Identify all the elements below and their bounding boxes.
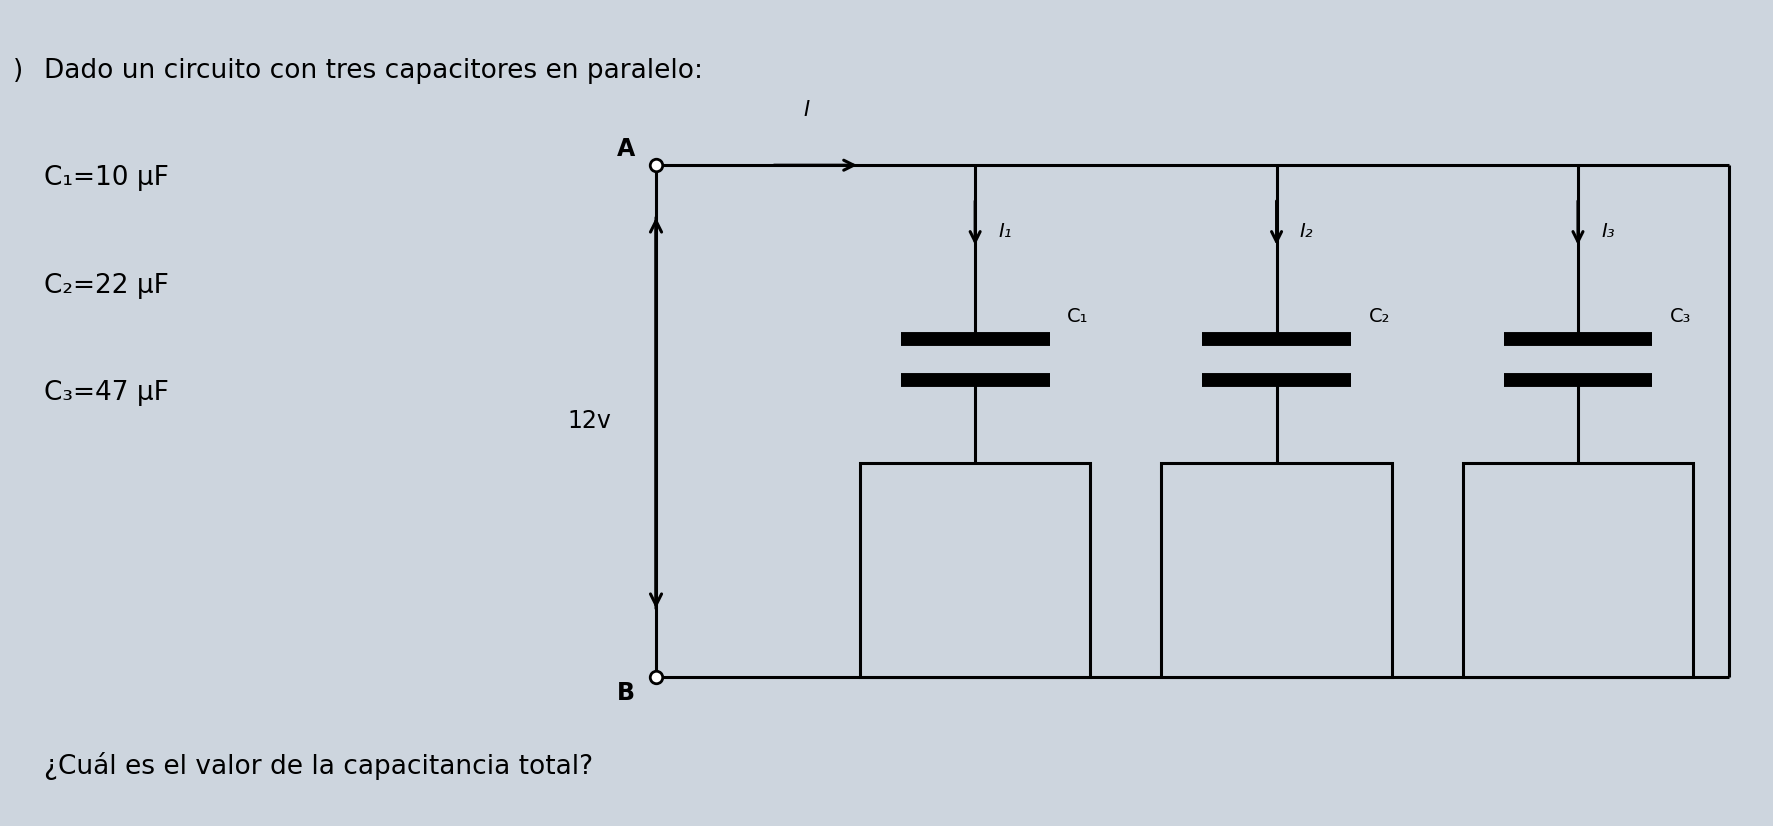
Text: A: A [617,137,635,161]
Bar [860,463,1090,677]
Text: I: I [803,100,810,120]
Text: ¿Cuál es el valor de la capacitancia total?: ¿Cuál es el valor de la capacitancia tot… [44,752,594,780]
Text: Dado un circuito con tres capacitores en paralelo:: Dado un circuito con tres capacitores en… [44,58,704,83]
Text: C₁=10 μF: C₁=10 μF [44,165,168,191]
Text: 12v: 12v [567,409,612,434]
Text: C₁: C₁ [1067,307,1089,326]
Text: C₃=47 μF: C₃=47 μF [44,380,168,406]
Text: I₃: I₃ [1601,221,1615,241]
Text: I₂: I₂ [1300,221,1314,241]
Text: ): ) [12,58,23,83]
Bar [1463,463,1693,677]
Text: I₁: I₁ [998,221,1012,241]
Text: 22 μF: 22 μF [1248,560,1305,580]
Text: 47 μF: 47 μF [1550,560,1606,580]
Text: 10 μF: 10 μF [947,560,1004,580]
Text: C₃: C₃ [1670,307,1691,326]
Text: C₂=22 μF: C₂=22 μF [44,273,168,298]
Bar [1161,463,1392,677]
Text: C₂: C₂ [1369,307,1390,326]
Text: B: B [617,681,635,705]
